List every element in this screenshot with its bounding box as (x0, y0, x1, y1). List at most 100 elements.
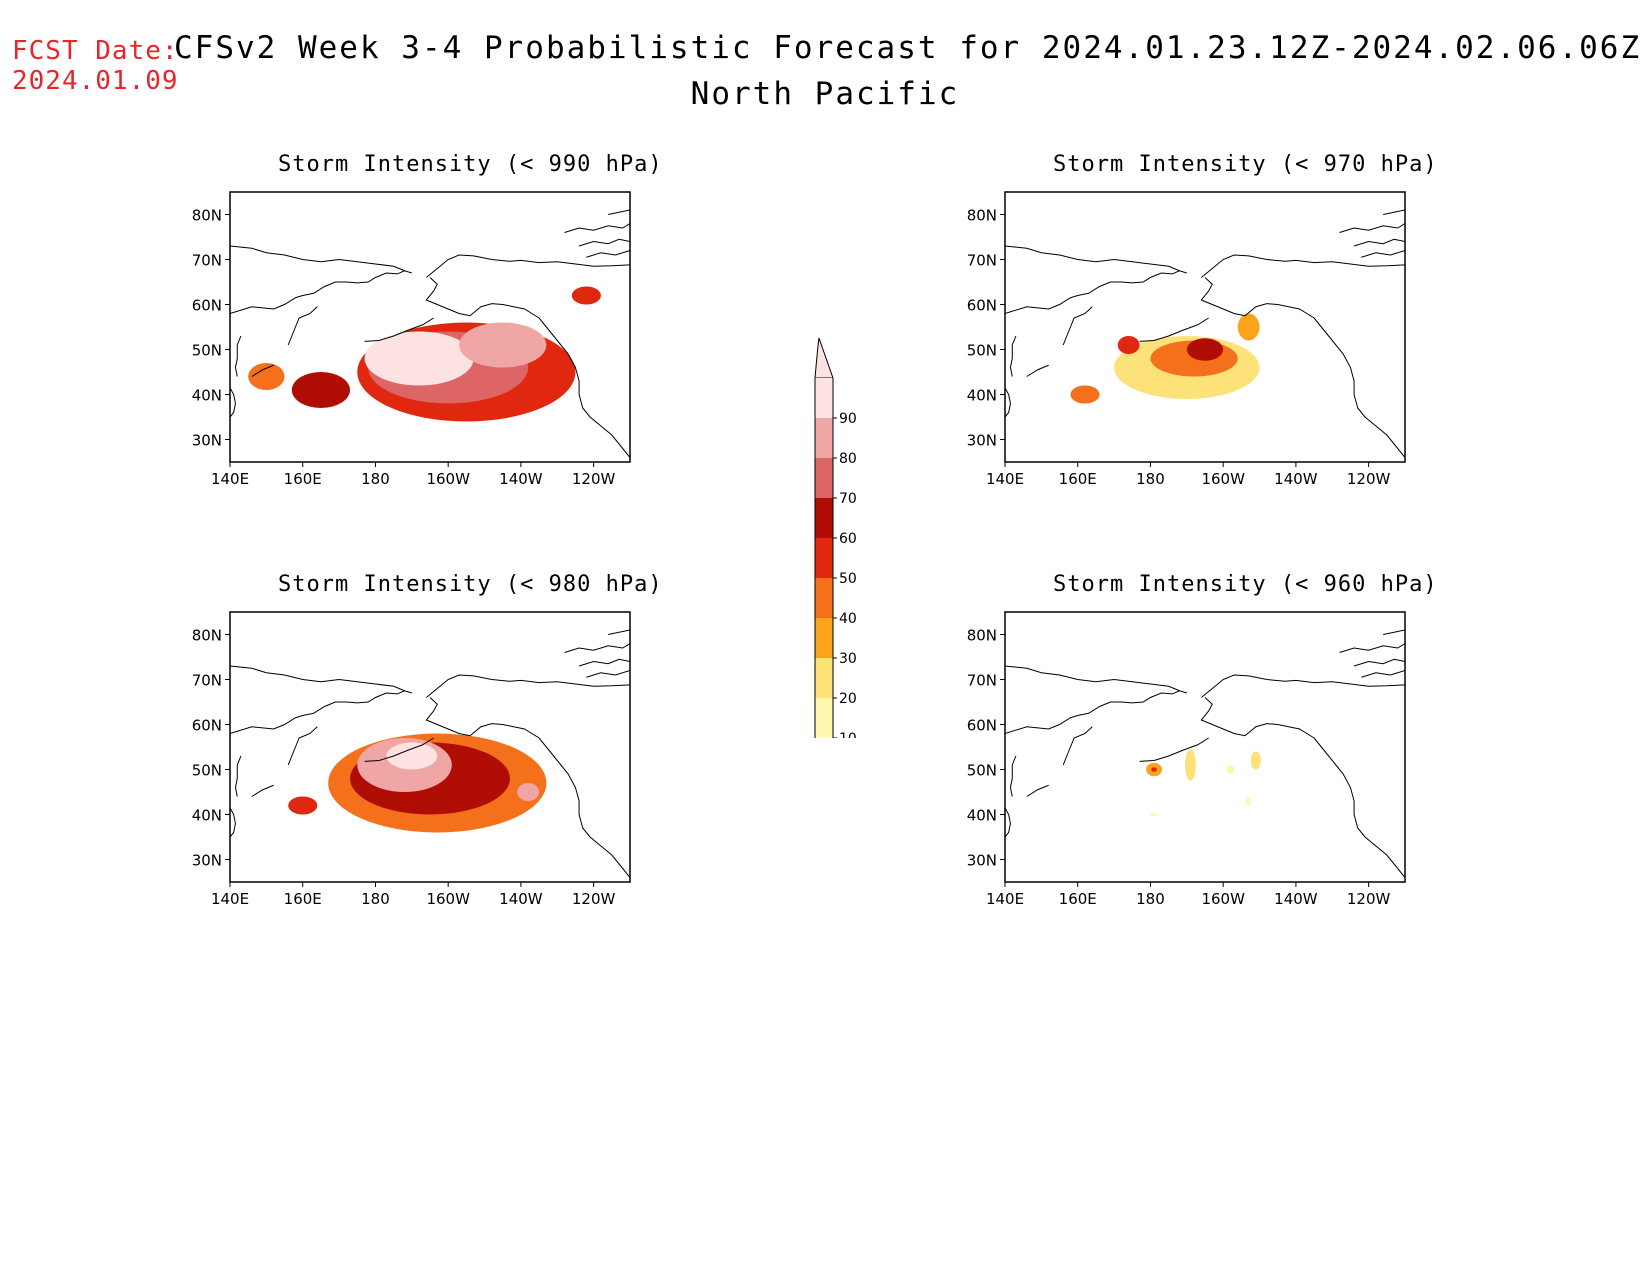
probability-contour (1150, 812, 1158, 817)
coastline (230, 270, 412, 314)
coastline (1009, 335, 1017, 377)
probability-field (288, 733, 547, 833)
colorbar-swatch (815, 378, 833, 418)
probability-contour (1226, 765, 1235, 774)
probability-contour (1186, 338, 1224, 361)
colorbar-swatch (815, 658, 833, 698)
lat-tick-label: 60N (192, 297, 222, 315)
lat-tick-label: 40N (967, 807, 997, 825)
colorbar-label: 10 (839, 731, 857, 738)
lat-tick-label: 30N (192, 852, 222, 870)
coastline (1383, 209, 1405, 215)
coastline (1200, 277, 1405, 458)
lat-tick-label: 30N (967, 852, 997, 870)
coastline (1009, 755, 1017, 797)
coastline (564, 223, 630, 233)
lat-tick-label: 30N (967, 432, 997, 450)
page-title: CFSv2 Week 3-4 Probabilistic Forecast fo… (174, 30, 1642, 66)
coastline (1200, 697, 1405, 878)
fcst-label: FCST Date: (12, 36, 179, 66)
probability-contour (386, 742, 438, 770)
coastline (230, 245, 405, 272)
probability-contour (1237, 313, 1260, 341)
coastline (287, 306, 318, 346)
coastline (1383, 629, 1405, 635)
probability-field (1070, 313, 1260, 404)
coastline (230, 665, 405, 692)
lon-tick-label: 180 (1136, 890, 1165, 908)
coastline (608, 629, 630, 635)
coastline (1005, 245, 1180, 272)
lat-tick-label: 70N (192, 252, 222, 270)
colorbar-label: 70 (839, 491, 857, 507)
probability-contour (1246, 796, 1252, 806)
lat-tick-label: 80N (192, 207, 222, 225)
probability-contour (1070, 385, 1100, 404)
lat-tick-label: 60N (192, 717, 222, 735)
map-panel-990: 80N 70N 60N 50N 40N 30N 140E 160E 180 160W 140W 120… (170, 188, 640, 498)
coastline (426, 674, 630, 698)
forecast-date-label: FCST Date: 2024.01.09 (12, 36, 179, 96)
probability-contour (288, 796, 318, 815)
lat-tick-label: 50N (192, 762, 222, 780)
lon-tick-label: 120W (1347, 470, 1391, 488)
probability-contour (1151, 767, 1157, 772)
panel-title-980: Storm Intensity (< 980 hPa) (278, 572, 663, 597)
coastline (586, 250, 630, 258)
coastline (1026, 784, 1049, 797)
colorbar-label: 20 (839, 691, 857, 707)
probability-contour (248, 363, 285, 390)
lon-tick-label: 160W (426, 470, 470, 488)
lat-tick-label: 80N (967, 627, 997, 645)
coastline (364, 317, 434, 342)
coastline (230, 387, 236, 418)
lon-tick-label: 180 (361, 470, 390, 488)
map-panel-980: 80N 70N 60N 50N 40N 30N 140E 160E 180 160W 140W 120… (170, 608, 640, 918)
colorbar-label: 80 (839, 451, 857, 467)
lat-tick-label: 60N (967, 297, 997, 315)
coastline (1353, 658, 1405, 667)
colorbar-label: 60 (839, 531, 857, 547)
map-panel-970: 80N 70N 60N 50N 40N 30N 140E 160E 180 160W 140W 120… (945, 188, 1415, 498)
coastline (564, 643, 630, 653)
coastline (425, 697, 630, 878)
map-frame (1004, 611, 1406, 883)
coastline (1353, 238, 1405, 247)
probability-field (248, 286, 601, 422)
lon-tick-label: 160E (284, 890, 322, 908)
colorbar-label: 50 (839, 571, 857, 587)
coastline (1062, 306, 1093, 346)
coastline (1139, 317, 1209, 342)
lat-tick-label: 40N (192, 807, 222, 825)
panel-title-960: Storm Intensity (< 960 hPa) (1053, 572, 1438, 597)
colorbar-swatch (815, 418, 833, 458)
lon-tick-label: 140E (211, 890, 249, 908)
coastline (1005, 690, 1187, 734)
colorbar-swatch (815, 538, 833, 578)
coastline (1361, 670, 1405, 678)
coastline (1361, 250, 1405, 258)
lon-tick-label: 140E (986, 470, 1024, 488)
lon-tick-label: 160E (284, 470, 322, 488)
coastline (364, 737, 434, 762)
lon-tick-label: 120W (572, 470, 616, 488)
colorbar-swatch (815, 498, 833, 538)
lon-tick-label: 120W (1347, 890, 1391, 908)
coastline (1201, 674, 1405, 698)
lon-tick-label: 160W (1201, 890, 1245, 908)
lon-tick-label: 160W (1201, 470, 1245, 488)
lon-tick-label: 160E (1059, 890, 1097, 908)
lon-tick-label: 180 (361, 890, 390, 908)
lat-tick-label: 70N (967, 252, 997, 270)
colorbar-swatch (815, 698, 833, 738)
coastline (1339, 223, 1405, 233)
coastline (1201, 254, 1405, 278)
lat-tick-label: 30N (192, 432, 222, 450)
coastline (586, 670, 630, 678)
lat-tick-label: 80N (967, 207, 997, 225)
coastline (230, 690, 412, 734)
probability-contour (1185, 749, 1196, 781)
probability-contour (517, 783, 540, 801)
map-frame (229, 191, 631, 463)
probability-contour (364, 331, 474, 386)
